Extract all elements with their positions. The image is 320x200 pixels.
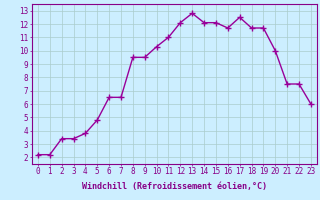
- X-axis label: Windchill (Refroidissement éolien,°C): Windchill (Refroidissement éolien,°C): [82, 182, 267, 191]
